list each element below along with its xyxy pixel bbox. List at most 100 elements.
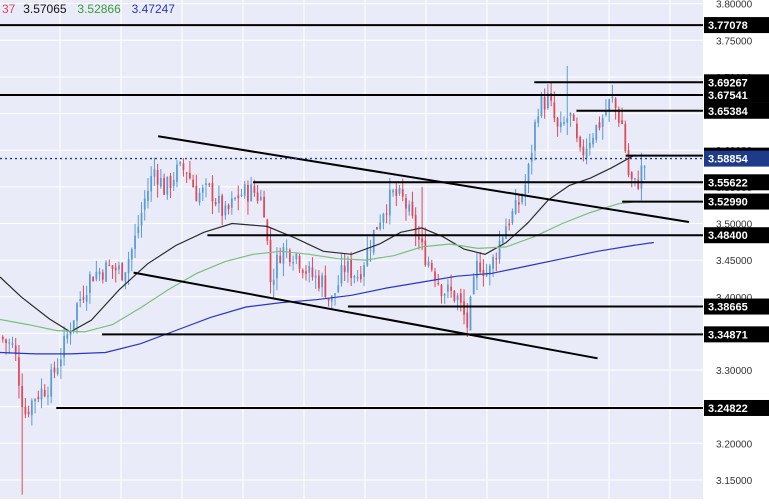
candle-body[interactable] (47, 395, 49, 397)
candle-body[interactable] (456, 295, 459, 301)
candle-body[interactable] (382, 213, 385, 223)
candle-body[interactable] (601, 117, 604, 127)
candle-body[interactable] (247, 185, 249, 202)
candle-body[interactable] (343, 265, 346, 272)
candle-body[interactable] (530, 153, 533, 162)
candle-body[interactable] (76, 303, 78, 321)
candle-body[interactable] (205, 183, 207, 185)
candle-body[interactable] (476, 260, 478, 279)
candle-body[interactable] (56, 367, 59, 375)
candle-body[interactable] (324, 275, 327, 297)
candle-body[interactable] (172, 179, 175, 186)
candle-body[interactable] (5, 339, 7, 344)
candle-body[interactable] (263, 196, 265, 218)
candle-body[interactable] (176, 164, 178, 182)
candle-body[interactable] (443, 294, 446, 296)
candle-body[interactable] (630, 172, 633, 180)
candle-body[interactable] (327, 298, 330, 301)
candle-body[interactable] (643, 166, 646, 168)
candle-body[interactable] (363, 265, 365, 277)
candle-body[interactable] (472, 276, 475, 295)
candle-body[interactable] (195, 185, 198, 202)
candle-body[interactable] (321, 275, 324, 288)
candle-body[interactable] (272, 279, 275, 285)
candle-body[interactable] (440, 285, 443, 296)
candle-body[interactable] (498, 240, 501, 260)
candle-body[interactable] (121, 263, 124, 281)
candle-body[interactable] (79, 299, 82, 302)
candle-body[interactable] (89, 274, 91, 293)
candle-body[interactable] (208, 183, 211, 185)
candle-body[interactable] (305, 271, 307, 274)
candle-body[interactable] (521, 195, 523, 203)
candle-body[interactable] (211, 182, 214, 202)
candle-body[interactable] (24, 406, 27, 415)
candle-body[interactable] (279, 255, 282, 263)
candle-body[interactable] (572, 114, 575, 121)
candle-body[interactable] (411, 201, 414, 216)
candle-body[interactable] (395, 189, 398, 196)
candle-body[interactable] (69, 331, 72, 335)
candle-body[interactable] (14, 345, 17, 355)
candle-body[interactable] (582, 146, 585, 156)
candle-body[interactable] (501, 237, 504, 243)
candle-body[interactable] (463, 301, 465, 315)
candle-body[interactable] (34, 399, 36, 402)
candle-body[interactable] (147, 190, 149, 202)
candle-body[interactable] (214, 202, 217, 205)
candle-body[interactable] (288, 249, 291, 263)
candle-body[interactable] (511, 211, 514, 224)
candle-body[interactable] (337, 285, 340, 293)
trendline[interactable] (158, 135, 690, 224)
candle-body[interactable] (182, 163, 185, 170)
candle-body[interactable] (495, 258, 498, 260)
candle-body[interactable] (50, 369, 53, 397)
candle-body[interactable] (159, 177, 162, 187)
candle-body[interactable] (140, 212, 143, 226)
candle-body[interactable] (134, 235, 136, 250)
candle-body[interactable] (114, 267, 117, 271)
candle-body[interactable] (221, 195, 224, 216)
candle-body[interactable] (405, 198, 407, 209)
candle-body[interactable] (82, 297, 85, 300)
candle-body[interactable] (27, 411, 30, 415)
candle-body[interactable] (243, 184, 246, 196)
candle-body[interactable] (18, 357, 20, 386)
candle-body[interactable] (192, 179, 194, 188)
candle-body[interactable] (637, 179, 640, 189)
candle-body[interactable] (379, 222, 382, 230)
candle-body[interactable] (576, 123, 578, 139)
candle-body[interactable] (608, 99, 611, 111)
candle-body[interactable] (282, 246, 285, 264)
candle-body[interactable] (150, 176, 153, 192)
candle-body[interactable] (540, 95, 543, 116)
candle-body[interactable] (537, 116, 540, 123)
candle-body[interactable] (169, 175, 172, 189)
candle-body[interactable] (617, 109, 620, 123)
candle-body[interactable] (230, 198, 233, 208)
candle-body[interactable] (508, 223, 511, 226)
candle-body[interactable] (398, 187, 401, 194)
candle-body[interactable] (63, 336, 65, 358)
candle-body[interactable] (376, 227, 378, 230)
candle-body[interactable] (95, 271, 98, 280)
candle-body[interactable] (92, 277, 95, 282)
candle-body[interactable] (53, 367, 56, 373)
candle-body[interactable] (1, 336, 4, 340)
candle-body[interactable] (85, 295, 88, 302)
candle-body[interactable] (372, 229, 375, 253)
candle-body[interactable] (621, 120, 623, 125)
candle-body[interactable] (340, 265, 343, 284)
candle-body[interactable] (292, 261, 294, 264)
candle-body[interactable] (627, 150, 630, 175)
moving-average-line[interactable] (0, 241, 654, 355)
candle-body[interactable] (118, 265, 120, 270)
candle-body[interactable] (579, 136, 582, 148)
candle-body[interactable] (559, 122, 562, 128)
candle-body[interactable] (427, 261, 430, 266)
candle-body[interactable] (424, 240, 427, 266)
candle-body[interactable] (330, 295, 333, 302)
candle-body[interactable] (11, 343, 14, 345)
candle-body[interactable] (108, 264, 111, 266)
